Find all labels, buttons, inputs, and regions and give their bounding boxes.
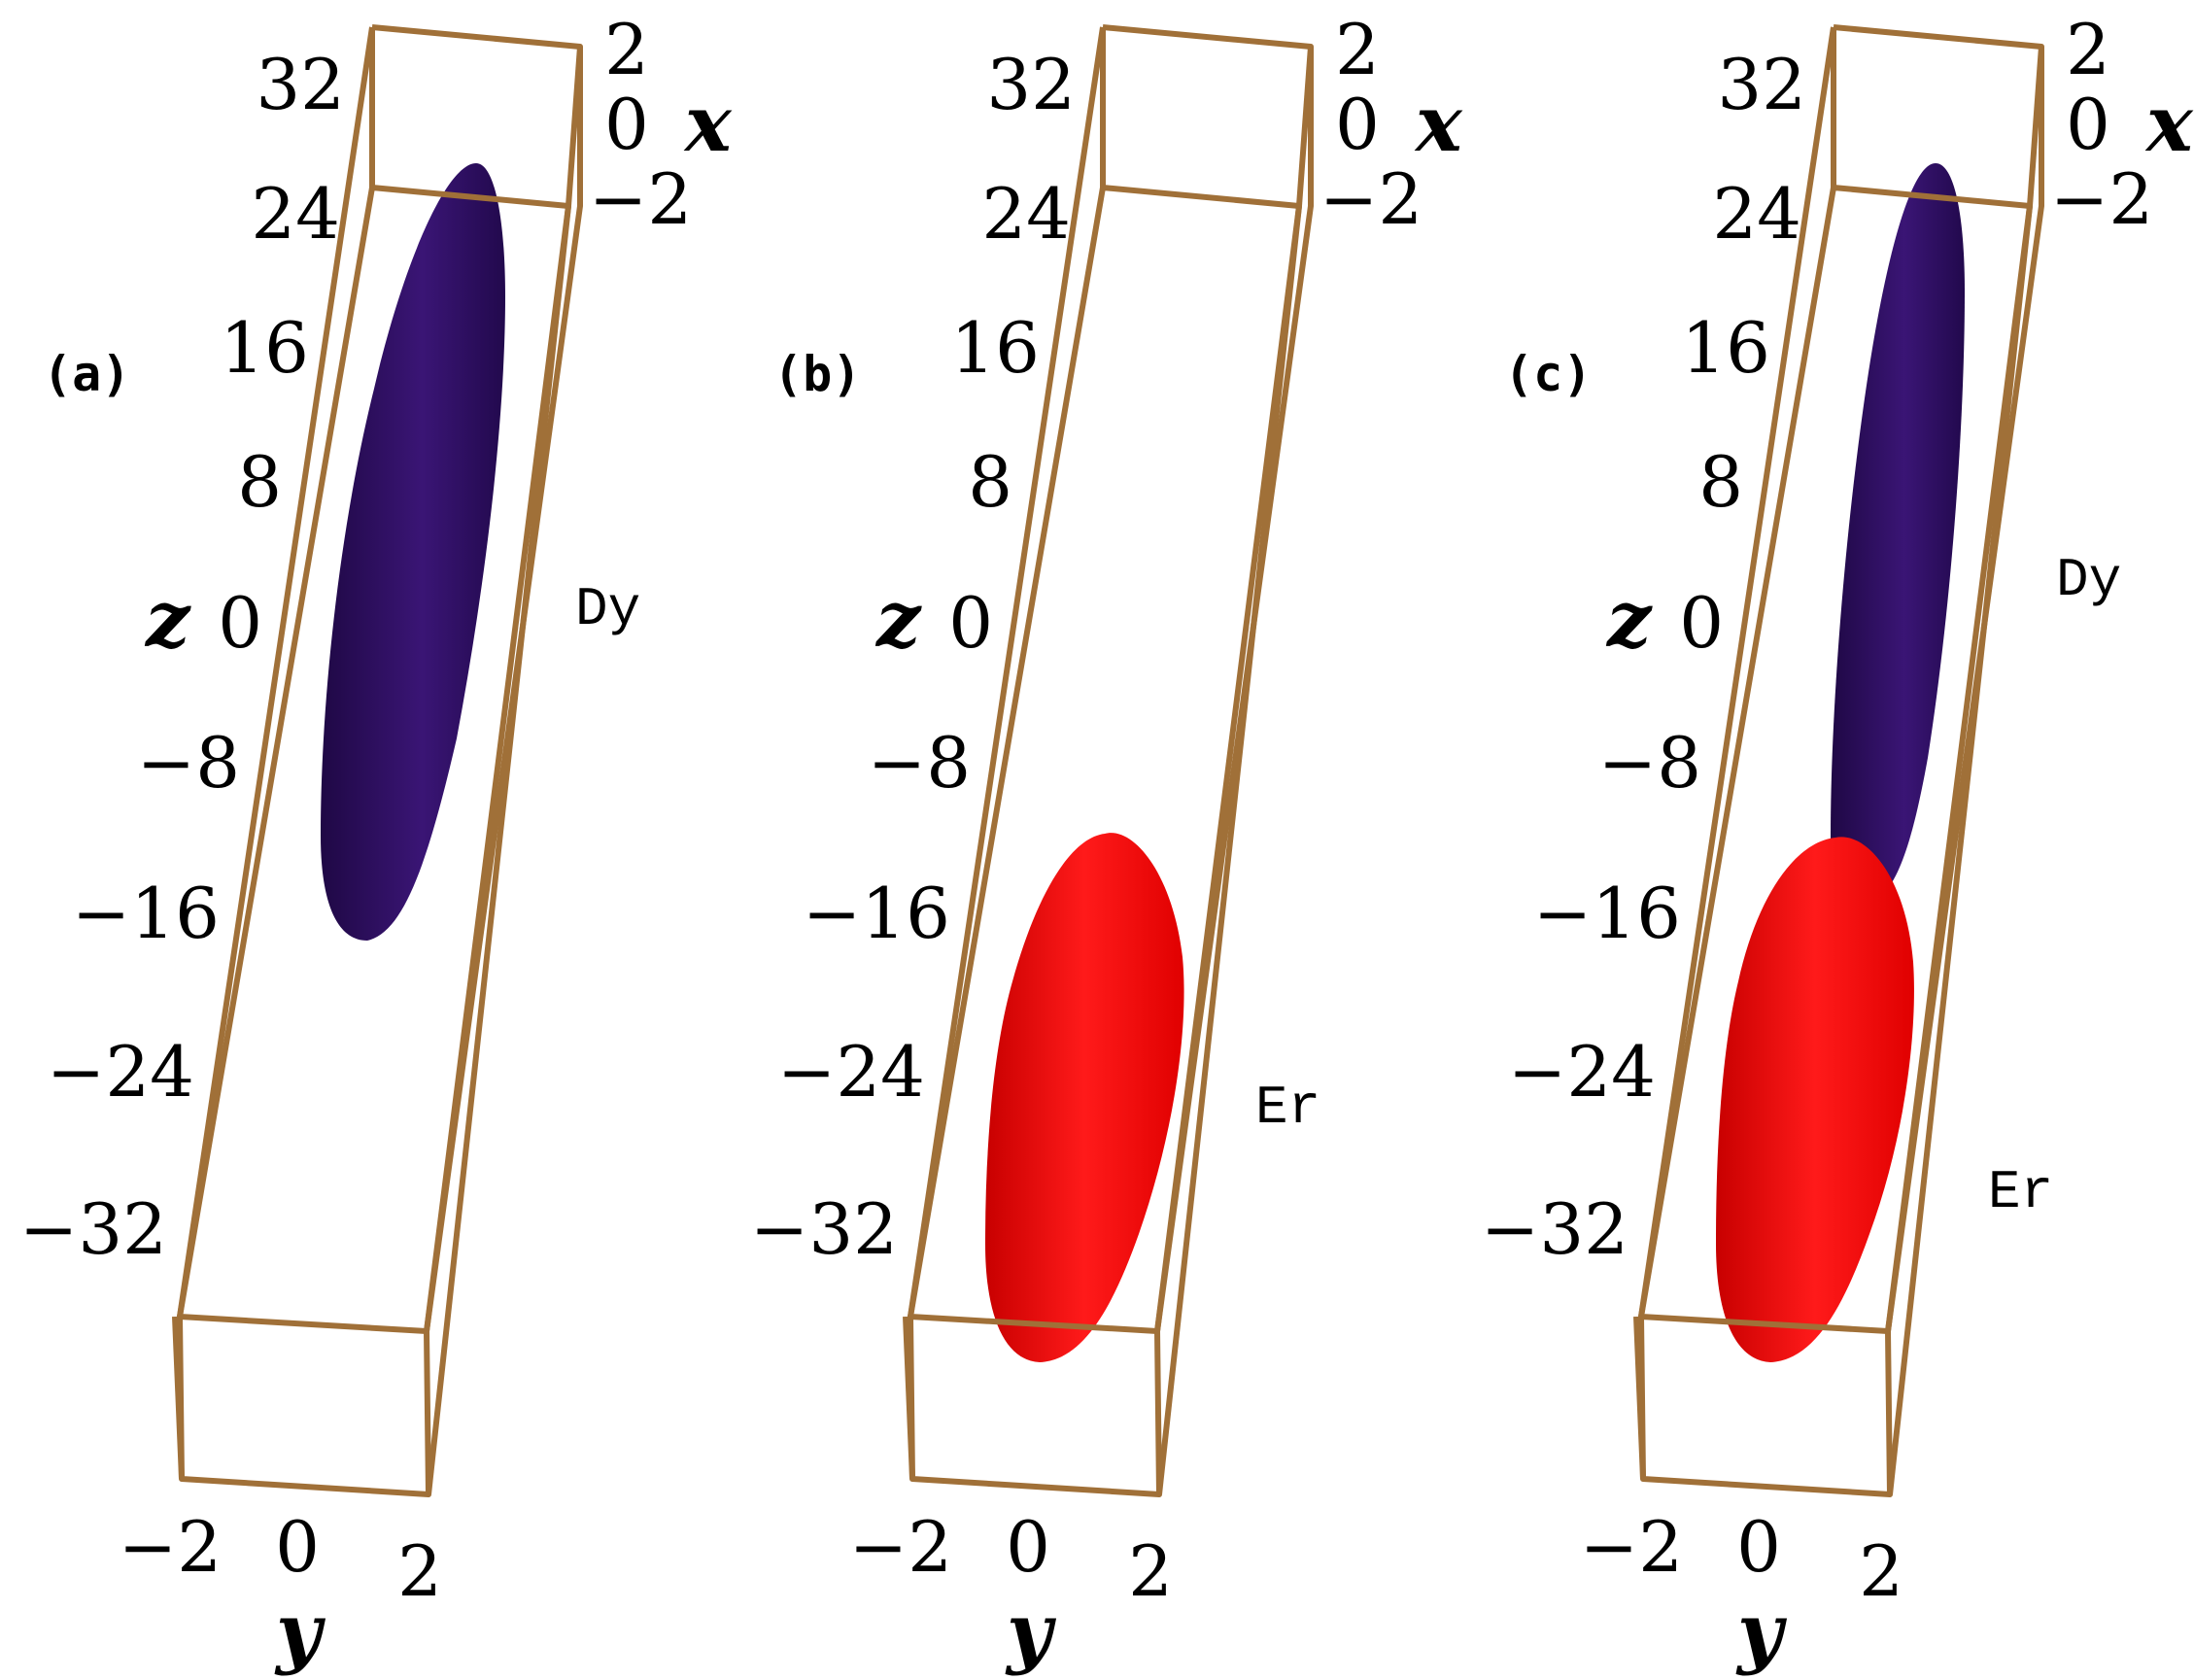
y-axis-label: y xyxy=(274,1586,326,1677)
z-tick-label: −24 xyxy=(1508,1031,1656,1113)
y-tick-labels: −2 0 2 xyxy=(119,1506,442,1612)
z-tick-label: 24 xyxy=(251,173,340,255)
bounding-box xyxy=(908,24,1314,1332)
panel-label: (b) xyxy=(773,346,861,402)
z-tick-label: 8 xyxy=(968,441,1012,523)
z-tick-label: 8 xyxy=(237,441,282,523)
x-axis-label: x xyxy=(1414,78,1463,169)
y-tick-label: 0 xyxy=(275,1506,320,1588)
z-tick-label: −32 xyxy=(19,1188,167,1270)
y-tick-labels: −2 0 2 xyxy=(1580,1506,1903,1612)
species-label-dy: Dy xyxy=(2056,549,2121,611)
z-tick-label: 32 xyxy=(1717,44,1806,125)
z-tick-label: −24 xyxy=(777,1031,925,1113)
species-label-er: Er xyxy=(1988,1161,2053,1223)
x-tick-labels: 2 0 −2 xyxy=(2050,9,2153,240)
z-tick-label: 24 xyxy=(1712,173,1801,255)
panel-a: (a) 32 24 16 8 0 −8 −16 −24 −32 z 2 0 −2… xyxy=(19,9,733,1677)
y-axis-label: y xyxy=(1005,1586,1057,1677)
z-tick-label: 0 xyxy=(218,582,262,664)
y-tick-label: 2 xyxy=(1128,1530,1173,1612)
y-tick-label: −2 xyxy=(119,1506,222,1588)
z-tick-label: −8 xyxy=(1598,722,1701,804)
bounding-box-front xyxy=(903,185,1302,1497)
z-axis-label: z xyxy=(1605,573,1653,665)
y-tick-label: 2 xyxy=(1859,1530,1903,1612)
z-axis-label: z xyxy=(144,573,191,665)
panel-label: (a) xyxy=(43,346,130,402)
z-tick-label: −8 xyxy=(137,722,240,804)
z-tick-label: −24 xyxy=(47,1031,194,1113)
z-tick-label: 32 xyxy=(986,44,1076,125)
z-tick-label: −16 xyxy=(1533,873,1681,954)
panel-b: (b) 32 24 16 8 0 −8 −16 −24 −32 z 2 0 −2… xyxy=(750,9,1463,1677)
bounding-box xyxy=(1638,24,2044,1332)
z-tick-label: −16 xyxy=(803,873,950,954)
er-condensate xyxy=(985,833,1184,1362)
z-tick-label: 0 xyxy=(948,582,993,664)
y-tick-label: −2 xyxy=(849,1506,952,1588)
bounding-box xyxy=(177,24,583,1332)
z-tick-label: −32 xyxy=(750,1188,898,1270)
species-label-dy: Dy xyxy=(575,578,640,640)
z-tick-label: −16 xyxy=(72,873,220,954)
panel-label: (c) xyxy=(1504,346,1592,402)
er-condensate xyxy=(1716,837,1914,1362)
species-label-er: Er xyxy=(1255,1077,1320,1139)
bounding-box-front xyxy=(1633,185,2033,1497)
x-axis-label: x xyxy=(2144,78,2194,169)
z-tick-labels: 32 24 16 8 0 −8 −16 −24 −32 xyxy=(750,44,1076,1270)
z-tick-label: 32 xyxy=(256,44,345,125)
x-tick-label: 0 xyxy=(2066,84,2110,165)
x-tick-label: 0 xyxy=(1335,84,1380,165)
y-tick-labels: −2 0 2 xyxy=(849,1506,1173,1612)
dy-condensate xyxy=(321,163,505,941)
z-axis-label: z xyxy=(874,573,922,665)
dy-condensate xyxy=(1831,163,1965,905)
z-tick-label: 16 xyxy=(1681,307,1770,389)
z-tick-labels: 32 24 16 8 0 −8 −16 −24 −32 xyxy=(1481,44,1806,1270)
x-axis-label: x xyxy=(683,78,733,169)
x-tick-label: −2 xyxy=(589,158,692,240)
x-tick-label: −2 xyxy=(2050,158,2153,240)
bounding-box-front xyxy=(172,185,571,1497)
x-tick-labels: 2 0 −2 xyxy=(589,9,692,240)
z-tick-label: 0 xyxy=(1679,582,1724,664)
z-tick-label: 24 xyxy=(981,173,1071,255)
z-tick-label: −8 xyxy=(868,722,971,804)
z-tick-label: −32 xyxy=(1481,1188,1628,1270)
panel-c: (c) 32 24 16 8 0 −8 −16 −24 −32 z 2 0 −2… xyxy=(1481,9,2194,1677)
x-tick-labels: 2 0 −2 xyxy=(1320,9,1423,240)
y-tick-label: −2 xyxy=(1580,1506,1683,1588)
z-tick-labels: 32 24 16 8 0 −8 −16 −24 −32 xyxy=(19,44,345,1270)
y-tick-label: 2 xyxy=(397,1530,442,1612)
y-tick-label: 0 xyxy=(1006,1506,1050,1588)
z-tick-label: 16 xyxy=(220,307,309,389)
x-tick-label: 2 xyxy=(604,9,649,90)
x-tick-label: 0 xyxy=(604,84,649,165)
x-tick-label: 2 xyxy=(2066,9,2110,90)
x-tick-label: 2 xyxy=(1335,9,1380,90)
y-tick-label: 0 xyxy=(1736,1506,1781,1588)
x-tick-label: −2 xyxy=(1320,158,1423,240)
z-tick-label: 16 xyxy=(950,307,1040,389)
y-axis-label: y xyxy=(1735,1586,1788,1677)
z-tick-label: 8 xyxy=(1698,441,1743,523)
